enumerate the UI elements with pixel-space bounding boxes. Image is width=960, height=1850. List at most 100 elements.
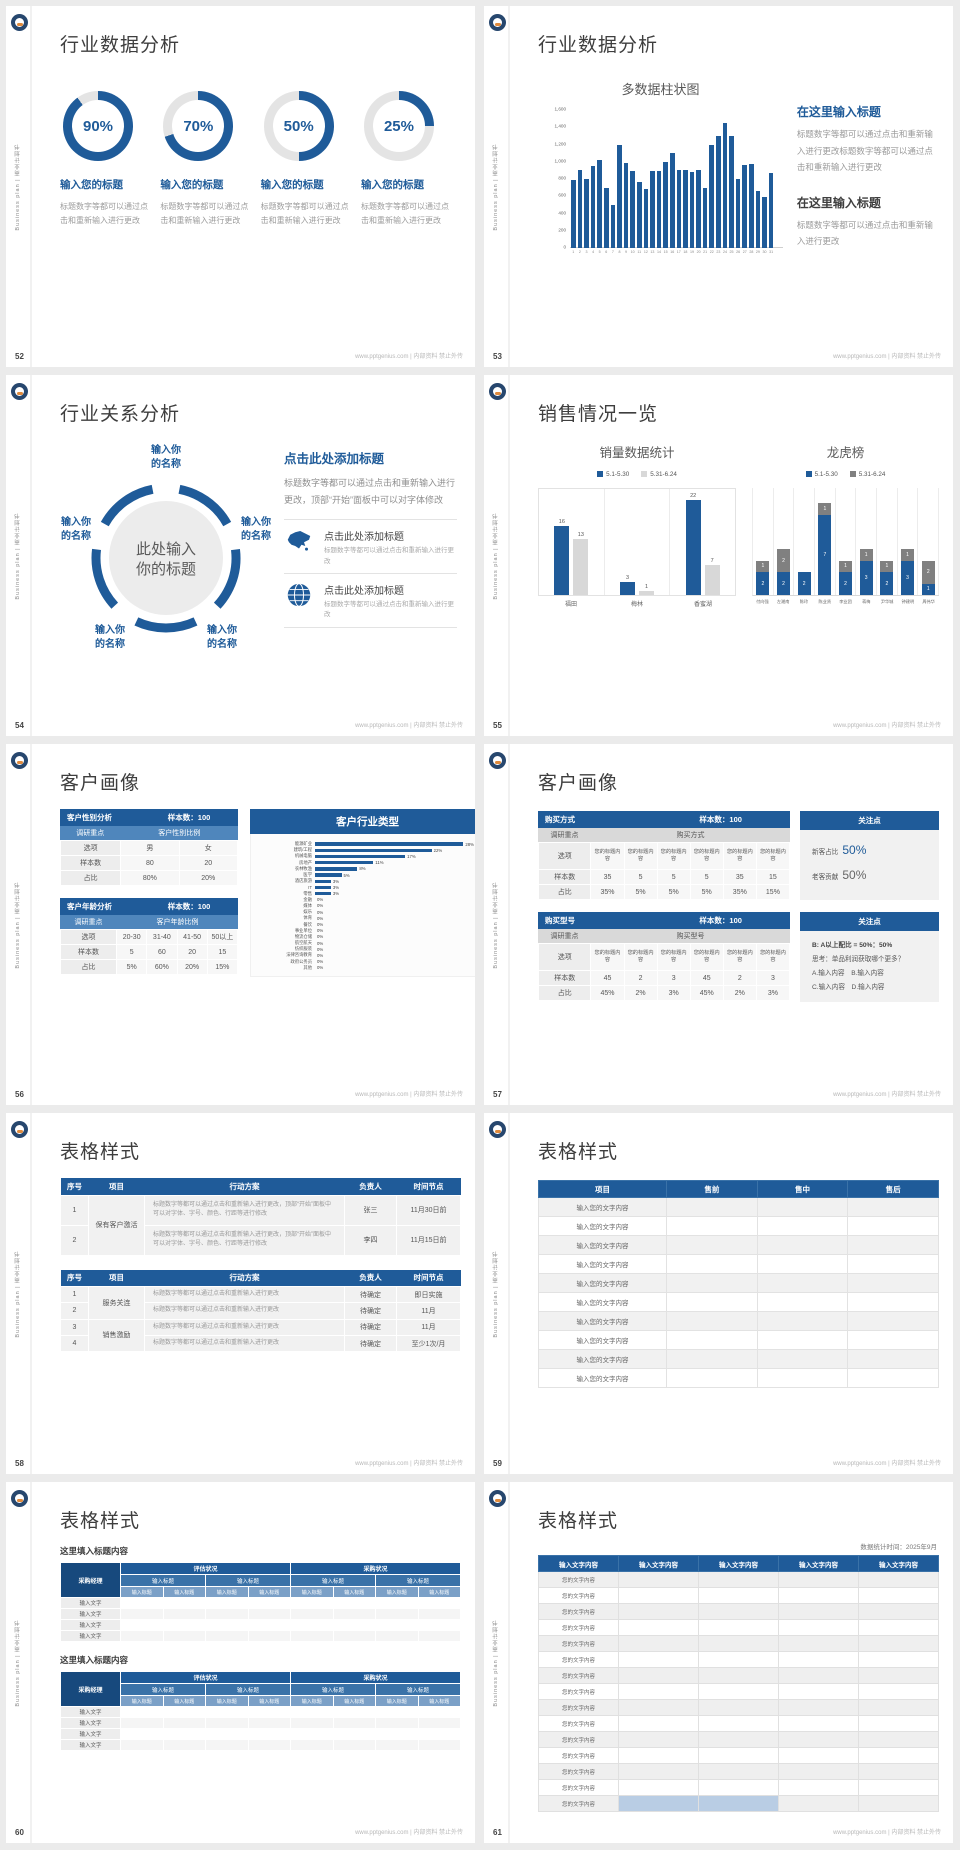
x-tick-label: 3 bbox=[585, 250, 588, 254]
empty-cell bbox=[858, 1731, 939, 1748]
page-number: 57 bbox=[493, 1090, 502, 1099]
table-row: 1 保有客户激活 标题数字等都可以通过点击和重新输入进行更改，顶部“开始”面板中可以… bbox=[60, 1194, 461, 1256]
category-label: 梅林 bbox=[630, 602, 643, 608]
empty-cell bbox=[847, 1273, 939, 1293]
table-row: 您的文字内容 bbox=[538, 1683, 939, 1700]
empty-cell bbox=[120, 1706, 164, 1718]
empty-cell bbox=[698, 1667, 779, 1684]
table-cell: 3% bbox=[756, 986, 789, 1000]
bar bbox=[617, 144, 622, 248]
y-tick-label: 1,000 bbox=[554, 158, 567, 164]
column-header: 时间节点 bbox=[396, 1269, 461, 1287]
empty-cell bbox=[756, 1235, 849, 1255]
x-axis: 付向强 左湘南 陈玲 陈业贤 李业团 蒋梅 尹华城 钟建明 周伟华 bbox=[752, 596, 939, 605]
donut-value: 70% bbox=[172, 100, 225, 152]
table-row: 输入您的文字内容 bbox=[537, 1235, 939, 1255]
row-label-cell: 您的文字内容 bbox=[538, 1571, 619, 1588]
empty-cell bbox=[205, 1739, 249, 1751]
table-cell: 选项 bbox=[539, 944, 591, 970]
list-item: 点击此处添加标题 标题数字等都可以通过点击和重新输入进行更改 bbox=[284, 519, 457, 573]
focus-box: 关注点 B: A以上配比 = 50%：50% 思考：单品利润获取哪个更多？ A.… bbox=[800, 912, 939, 1003]
legend-item: 5.31-6.24 bbox=[641, 471, 677, 478]
empty-cell bbox=[756, 1273, 849, 1293]
bar-segment-blue: 7 bbox=[818, 514, 832, 595]
empty-cell bbox=[698, 1619, 779, 1636]
empty-cell bbox=[666, 1216, 758, 1236]
table-row: 占比 5% 60% 20% 15% bbox=[61, 960, 237, 974]
empty-cell bbox=[162, 1630, 206, 1642]
legend-item: 5.1-5.30 bbox=[597, 471, 629, 478]
col-header: 输入标题 bbox=[332, 1586, 376, 1598]
empty-cell bbox=[417, 1739, 461, 1751]
bar-cell bbox=[755, 191, 762, 248]
industry-value: 0% bbox=[317, 965, 324, 971]
bar bbox=[742, 165, 748, 248]
table-head: 项目 售前 售中 售后 bbox=[537, 1180, 939, 1198]
bar bbox=[573, 539, 589, 595]
table-row: 您的文字内容 bbox=[538, 1619, 939, 1636]
empty-cell bbox=[666, 1235, 758, 1255]
table-header: 客户年龄分析 样本数：100 bbox=[60, 898, 238, 915]
table-cell: 45 bbox=[690, 971, 723, 985]
empty-cell bbox=[162, 1717, 206, 1729]
table-subheader-row: 输入标题 输入标题 输入标题 输入标题 输入标题 输入标题 输入标题 输入标题 bbox=[61, 1695, 461, 1707]
industry-value: 0% bbox=[317, 946, 324, 952]
table-cell: 占比 bbox=[539, 986, 591, 1000]
table-cell: 选项 bbox=[61, 930, 117, 944]
row-label-cell: 输入您的文字内容 bbox=[537, 1197, 668, 1217]
slide-60[interactable]: Business plan | 商业计划书 60 www.pptgenius.c… bbox=[6, 1482, 475, 1843]
empty-cell bbox=[618, 1651, 699, 1668]
slide-58[interactable]: Business plan | 商业计划书 58 www.pptgenius.c… bbox=[6, 1113, 475, 1474]
empty-cell bbox=[778, 1731, 859, 1748]
table-cell: 样本数 bbox=[61, 856, 121, 870]
table-row: 占比 80% 20% bbox=[61, 871, 237, 885]
cell-time: 11月 bbox=[396, 1302, 461, 1320]
industry-label: 政府公务员 bbox=[290, 958, 312, 964]
slide-57[interactable]: Business plan | 商业计划书 57 www.pptgenius.c… bbox=[484, 744, 953, 1105]
slide-54[interactable]: Business plan | 商业计划书 54 www.pptgenius.c… bbox=[6, 375, 475, 736]
donut-heading: 输入您的标题 bbox=[60, 179, 123, 191]
relation-diagram-graphic: 此处输入 你的标题 bbox=[91, 483, 241, 633]
bar-value-label: 3 bbox=[625, 575, 630, 582]
industry-bar bbox=[315, 879, 331, 883]
industry-value: 8% bbox=[359, 866, 366, 872]
empty-cell bbox=[332, 1739, 376, 1751]
empty-cell bbox=[756, 1197, 849, 1217]
sidebar-vertical-text: Business plan | 商业计划书 bbox=[15, 511, 21, 600]
cell-time: 11月30日前 bbox=[396, 1194, 461, 1226]
logo-dot bbox=[494, 760, 501, 764]
corner-cell: 采购经理 bbox=[60, 1562, 121, 1598]
slide-61[interactable]: Business plan | 商业计划书 61 www.pptgenius.c… bbox=[484, 1482, 953, 1843]
panel-body: 标题数字等都可以通过点击和重新输入进行更改，顶部“开始”面板中可以对字体修改 bbox=[284, 478, 456, 506]
bar-cell bbox=[583, 179, 590, 248]
slide-55[interactable]: Business plan | 商业计划书 55 www.pptgenius.c… bbox=[484, 375, 953, 736]
table-head: 输入文字内容 输入文字内容 输入文字内容 输入文字内容 输入文字内容 bbox=[538, 1555, 939, 1572]
empty-cell bbox=[332, 1706, 376, 1718]
logo-dot bbox=[16, 1129, 23, 1133]
industry-row: IT 3% bbox=[261, 884, 474, 890]
table-cell: 15% bbox=[207, 960, 237, 974]
brand-logo-icon bbox=[489, 752, 506, 769]
slide-title: 客户画像 bbox=[60, 773, 141, 794]
table-row: 您的文字内容 bbox=[538, 1747, 939, 1764]
brand-logo-icon bbox=[11, 752, 28, 769]
empty-cell bbox=[618, 1683, 699, 1700]
donut-value: 25% bbox=[372, 100, 425, 152]
empty-cell bbox=[120, 1717, 164, 1729]
empty-cell bbox=[247, 1630, 291, 1642]
empty-cell bbox=[778, 1763, 859, 1780]
section-label: 这里填入标题内容 bbox=[60, 1655, 129, 1665]
slide-59[interactable]: Business plan | 商业计划书 59 www.pptgenius.c… bbox=[484, 1113, 953, 1474]
x-tick-label: 1 bbox=[572, 250, 575, 254]
slide-56[interactable]: Business plan | 商业计划书 56 www.pptgenius.c… bbox=[6, 744, 475, 1105]
table-row: 您的文字内容 bbox=[538, 1651, 939, 1668]
empty-cell bbox=[847, 1311, 939, 1331]
col-header: 输入标题 bbox=[162, 1695, 206, 1707]
slide-53[interactable]: Business plan | 商业计划书 53 www.pptgenius.c… bbox=[484, 6, 953, 367]
col-header: 输入标题 bbox=[120, 1586, 164, 1598]
footer-site-text: www.pptgenius.com | 内部资料 禁止外传 bbox=[833, 723, 941, 729]
donut-heading: 输入您的标题 bbox=[160, 179, 224, 191]
table-row: 输入您的文字内容 bbox=[537, 1349, 939, 1369]
slide-52[interactable]: Business plan | 商业计划书 52 www.pptgenius.c… bbox=[6, 6, 475, 367]
